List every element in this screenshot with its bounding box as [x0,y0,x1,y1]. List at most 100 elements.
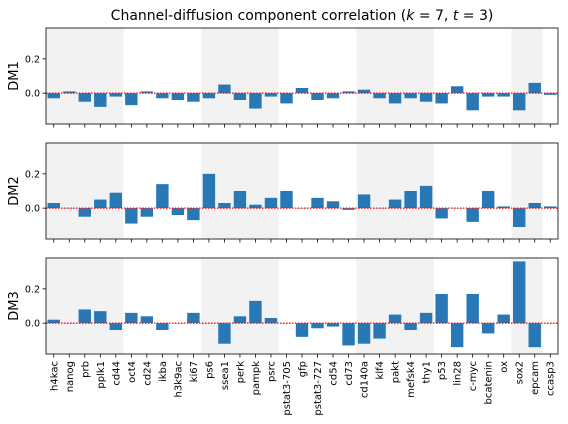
shade-band [356,28,434,124]
bar-dm1-lin28 [450,86,464,94]
x-tick-label-ps6: ps6 [204,361,215,379]
shade-band [46,258,124,354]
x-tick-label-perk: perk [235,361,246,384]
bar-dm3-pampk [249,300,262,324]
x-tick-label-cd24: cd24 [142,361,153,386]
bar-dm3-cd73 [342,323,355,346]
bar-dm2-pampk [249,204,262,209]
bar-dm1-epcam [528,82,541,94]
series-label-dm3: DM3 [7,291,22,321]
x-tick-label-thy1: thy1 [422,361,433,384]
bar-dm2-cd44 [109,192,123,209]
x-tick-label-cd54: cd54 [329,361,340,386]
bar-dm1-pstat3-727 [311,93,324,100]
bar-dm1-pakt [388,93,402,104]
x-tick-label-pstat3-705: pstat3-705 [282,361,293,416]
bar-dm2-sox2 [513,208,526,227]
x-tick-label-c-myc: c-myc [468,361,479,391]
bar-dm1-h3k9ac [171,93,185,100]
x-tick-label-cd73: cd73 [344,361,355,386]
x-tick-label-mefsk4: mefsk4 [406,361,417,398]
series-label-dm2: DM2 [7,176,22,206]
chart-title: Channel-diffusion component correlation … [111,8,494,24]
x-tick-label-pakt: pakt [391,361,402,383]
x-tick-label-sox2: sox2 [515,361,526,384]
bar-dm2-cd73 [342,208,355,210]
x-tick-label-nanog: nanog [65,361,76,392]
bar-dm1-cd73 [342,91,355,94]
bar-dm2-ki67 [187,208,200,221]
bar-dm2-psrc [264,197,278,209]
bar-dm3-pakt [388,314,402,324]
bar-dm3-klf4 [373,323,386,339]
bar-dm2-ps6 [202,173,216,209]
bar-dm3-ikba [156,323,169,330]
x-tick-label-pplk1: pplk1 [96,361,107,389]
x-tick-label-cd140a: cd140a [360,361,371,398]
shade-band [201,258,279,354]
bar-dm2-c-myc [466,208,479,222]
bar-dm1-mefsk4 [404,93,417,99]
x-tick-label-ccasp3: ccasp3 [546,361,557,396]
bar-dm3-lin28 [450,323,464,348]
shade-band [46,28,124,124]
bar-dm3-thy1 [419,312,433,324]
bar-dm3-pplk1 [94,311,107,324]
bar-dm2-perk [233,191,247,209]
bar-dm2-h4kac [47,203,60,209]
x-tick-label-p53: p53 [437,361,448,380]
bar-dm1-pstat3-705 [280,93,293,104]
bar-dm3-perk [233,316,247,324]
bar-dm1-cd24 [140,91,154,94]
bar-dm1-nanog [63,91,76,94]
bar-dm1-cd140a [357,89,371,94]
bar-dm2-pplk1 [94,199,107,209]
bar-dm3-epcam [528,323,541,348]
series-label-dm1: DM1 [7,61,22,91]
y-tick-label: 0.2 [25,54,40,65]
bar-dm2-cd140a [357,194,371,209]
bar-dm1-thy1 [419,93,433,102]
bar-dm2-epcam [528,203,541,209]
bar-dm3-psrc [264,318,278,324]
x-tick-label-ox: ox [499,361,510,373]
bar-dm1-oct4 [125,93,138,106]
bar-dm3-gfp [295,323,309,337]
x-tick-label-oct4: oct4 [127,361,138,383]
bar-dm3-cd44 [109,323,123,330]
bar-dm1-h4kac [47,93,60,99]
bar-dm2-ccasp3 [544,206,557,209]
x-tick-label-h4kac: h4kac [49,361,60,391]
shade-band [201,28,279,124]
bar-dm3-ssea1 [218,323,231,344]
bar-dm1-ccasp3 [544,93,557,95]
bar-dm1-pampk [249,93,262,109]
bar-dm3-ki67 [187,312,200,324]
y-tick-label: 0.0 [25,319,40,330]
bar-dm2-bcatenin [481,191,495,209]
x-tick-label-ikba: ikba [158,361,169,382]
bar-dm2-p53 [435,208,448,219]
x-tick-label-cd44: cd44 [111,361,122,386]
bar-dm3-pstat3-727 [311,323,324,329]
y-tick-label: 0.0 [25,89,40,100]
bar-dm2-ikba [156,184,169,209]
bar-dm2-h3k9ac [171,208,185,215]
bar-dm1-ssea1 [218,84,231,94]
bar-dm3-p53 [435,294,448,324]
bar-dm2-pstat3-705 [280,191,293,209]
bar-dm1-pplk1 [94,93,107,107]
bar-dm3-ox [497,314,510,324]
bar-dm1-prb [78,93,91,102]
bar-dm2-cd24 [140,208,154,217]
bar-dm2-cd54 [326,201,340,209]
x-tick-label-gfp: gfp [298,361,309,377]
bar-dm3-mefsk4 [404,323,417,330]
x-tick-label-klf4: klf4 [375,361,386,379]
